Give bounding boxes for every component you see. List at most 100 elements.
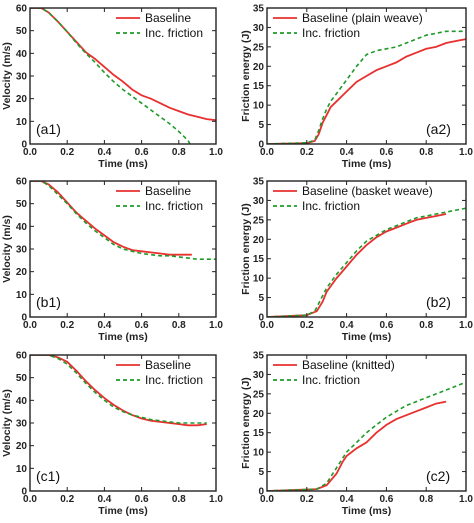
panel-a2: 0.0 0.2 0.4 0.6 0.8 1.0 0 5 10 15 20 25 30 35 Time (ms… (240, 4, 473, 171)
y-tick-label: 20 (253, 409, 265, 420)
x-axis-label: Time (ms) (342, 505, 391, 517)
friction-series-line (267, 30, 466, 144)
legend-entry: Inc. friction (302, 26, 360, 40)
y-tick-label: 15 (253, 428, 265, 439)
x-axis-label: Time (ms) (98, 505, 147, 517)
panel-label: (b1) (36, 294, 61, 310)
legend-entry: Inc. friction (145, 199, 203, 213)
plot-frame (266, 180, 467, 318)
legend-entry: Inc. friction (145, 26, 203, 40)
y-tick-label: 20 (16, 94, 28, 105)
x-tick-label: 0.2 (300, 320, 314, 331)
x-tick-label: 0.0 (23, 320, 37, 331)
y-tick-label: 10 (16, 464, 28, 475)
y-tick-label: 10 (16, 117, 28, 128)
y-tick-label: 35 (253, 177, 265, 188)
x-tick-label: 1.0 (459, 494, 473, 505)
panel-c2: 0.0 0.2 0.4 0.6 0.8 1.0 0 5 10 15 20 25 30 35 Time (ms… (240, 351, 473, 518)
plot-frame (266, 7, 467, 145)
panel-b1: 0.0 0.2 0.4 0.6 0.8 1.0 0 10 20 30 40 50 60 Time (ms)… (1, 177, 223, 344)
legend-entry: Baseline (145, 184, 191, 198)
x-axis-label: Time (ms) (342, 331, 391, 343)
y-tick-label: 50 (16, 373, 28, 384)
x-axis-label: Time (ms) (98, 158, 147, 170)
legend-entry: Baseline (145, 11, 191, 25)
y-tick-label: 40 (16, 222, 28, 233)
y-tick-label: 30 (16, 245, 28, 256)
legend-entry: Inc. friction (145, 373, 203, 387)
friction-series-line (30, 8, 191, 144)
x-tick-label: 0.0 (260, 494, 274, 505)
x-tick-label: 0.6 (135, 147, 149, 158)
y-axis-label: Friction energy (J) (240, 203, 252, 295)
friction-series-line (267, 207, 466, 317)
x-tick-label: 1.0 (459, 320, 473, 331)
legend-entry: Inc. friction (302, 373, 360, 387)
panel-label: (a1) (36, 121, 61, 137)
y-tick-label: 10 (253, 448, 265, 459)
x-tick-label: 0.4 (97, 494, 111, 505)
x-tick-label: 0.8 (419, 320, 433, 331)
y-tick-label: 15 (253, 254, 265, 265)
baseline-series-line (267, 400, 447, 491)
y-tick-label: 0 (258, 487, 264, 498)
y-tick-label: 5 (258, 120, 264, 131)
panel-label: (c1) (36, 468, 60, 484)
x-tick-label: 0.8 (419, 147, 433, 158)
legend-entry: Inc. friction (302, 199, 360, 213)
y-tick-label: 0 (258, 313, 264, 324)
y-tick-label: 60 (16, 4, 28, 15)
x-tick-label: 0.6 (135, 320, 149, 331)
x-tick-label: 0.4 (340, 494, 354, 505)
x-tick-label: 0.2 (60, 494, 74, 505)
legend-entry: Baseline (knitted) (302, 358, 395, 372)
x-tick-label: 0.4 (97, 320, 111, 331)
y-tick-label: 40 (16, 396, 28, 407)
baseline-series-line (30, 181, 192, 256)
x-tick-label: 0.0 (260, 320, 274, 331)
x-tick-label: 0.2 (60, 320, 74, 331)
x-axis-label: Time (ms) (98, 331, 147, 343)
y-tick-label: 40 (16, 49, 28, 60)
y-tick-label: 60 (16, 351, 28, 362)
x-tick-label: 0.2 (60, 147, 74, 158)
x-tick-label: 0.6 (379, 320, 393, 331)
y-tick-label: 0 (258, 140, 264, 151)
panel-label: (b2) (426, 294, 451, 310)
baseline-series-line (30, 355, 207, 427)
y-tick-label: 20 (253, 235, 265, 246)
friction-series-line (267, 381, 466, 491)
y-tick-label: 20 (16, 267, 28, 278)
y-tick-label: 0 (21, 487, 27, 498)
y-tick-label: 30 (253, 370, 265, 381)
legend-entry: Baseline (145, 358, 191, 372)
x-tick-label: 1.0 (209, 494, 223, 505)
y-axis-label: Velocity (m/s) (1, 215, 13, 283)
y-tick-label: 10 (253, 274, 265, 285)
y-axis-label: Friction energy (J) (240, 377, 252, 469)
x-tick-label: 1.0 (209, 320, 223, 331)
y-axis-label: Velocity (m/s) (1, 389, 13, 457)
y-tick-label: 10 (253, 101, 265, 112)
panel-label: (a2) (426, 121, 451, 137)
y-tick-label: 60 (16, 177, 28, 188)
x-tick-label: 0.0 (23, 494, 37, 505)
x-tick-label: 0.6 (379, 147, 393, 158)
y-tick-label: 15 (253, 81, 265, 92)
x-tick-label: 0.4 (340, 320, 354, 331)
x-tick-label: 0.2 (300, 494, 314, 505)
y-tick-label: 25 (253, 215, 265, 226)
friction-series-line (30, 355, 207, 424)
y-tick-label: 20 (253, 62, 265, 73)
y-tick-label: 50 (16, 199, 28, 210)
x-tick-label: 1.0 (459, 147, 473, 158)
baseline-series-line (267, 213, 447, 317)
x-tick-label: 0.0 (23, 147, 37, 158)
friction-series-line (30, 181, 216, 261)
y-tick-label: 30 (16, 419, 28, 430)
y-tick-label: 30 (253, 23, 265, 34)
y-tick-label: 30 (253, 196, 265, 207)
y-axis-label: Friction energy (J) (240, 30, 252, 122)
x-tick-label: 0.4 (340, 147, 354, 158)
